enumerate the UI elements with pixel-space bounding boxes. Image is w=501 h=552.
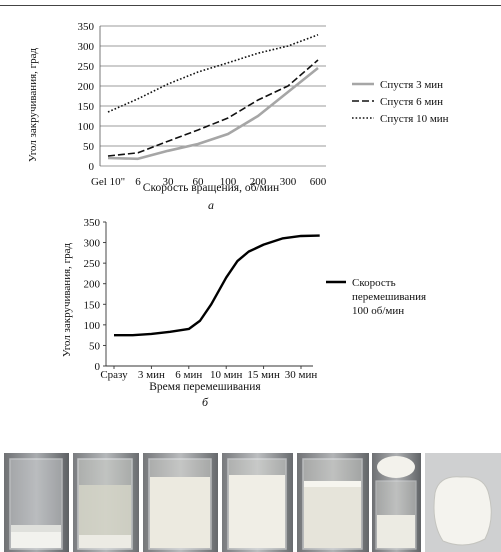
legend-label-line: перемешивания [352, 291, 426, 303]
y-tick-label: 100 [78, 121, 95, 133]
chart-a-xlabel: Скорость вращения, об/мин [143, 182, 279, 194]
x-tick-label: 10 мин [210, 369, 243, 381]
y-tick-label: 250 [84, 258, 101, 270]
photo-beaker-5 [297, 453, 369, 552]
legend-label-1: Скорость перемешивания 100 об/мин [352, 277, 426, 317]
photo-beaker-1 [4, 453, 69, 552]
photo-beaker-3 [143, 453, 218, 552]
x-tick-label: Gel 10" [91, 176, 125, 188]
y-tick-label: 200 [84, 279, 101, 291]
photo-beaker-4 [222, 453, 293, 552]
y-tick-label: 150 [78, 101, 95, 113]
legend-label-3: Спустя 10 мин [380, 113, 449, 125]
series-line-1 [114, 234, 320, 337]
top-rule [0, 5, 501, 6]
y-tick-label: 150 [84, 299, 101, 311]
x-tick-label: 200 [250, 176, 267, 188]
x-tick-label: 60 [193, 176, 205, 188]
x-tick-label: Сразу [100, 369, 128, 381]
x-tick-label: 30 [163, 176, 175, 188]
y-tick-label: 50 [89, 340, 101, 352]
y-tick-label: 300 [78, 41, 95, 53]
photo-beaker-6 [372, 453, 421, 552]
legend-label-line: 100 об/мин [352, 305, 404, 317]
legend-label-2: Спустя 6 мин [380, 96, 443, 108]
x-tick-label: 100 [220, 176, 237, 188]
y-tick-label: 0 [89, 161, 95, 173]
x-tick-label: 6 [135, 176, 141, 188]
chart-a-ylabel: Угол закручивания, град [27, 47, 39, 162]
chart-a: 0 50 100 150 200 250 300 350 Gel 10" 6 30 60 100 200… [27, 21, 449, 212]
y-tick-label: 350 [84, 217, 101, 229]
chart-b-xlabel: Время перемешивания [149, 381, 261, 393]
y-tick-label: 300 [84, 238, 101, 250]
chart-b-ylabel: Угол закручивания, град [61, 242, 73, 357]
x-tick-label: 30 мин [285, 369, 318, 381]
y-tick-label: 200 [78, 81, 95, 93]
photo-gel-lump [425, 453, 501, 552]
chart-a-caption: а [208, 198, 214, 212]
y-tick-label: 0 [95, 361, 101, 373]
x-tick-label: 300 [280, 176, 297, 188]
x-tick-label: 6 мин [175, 369, 202, 381]
photo-beaker-2 [73, 453, 139, 552]
legend-label-line: Скорость [352, 277, 396, 289]
y-tick-label: 250 [78, 61, 95, 73]
series-line-1 [107, 66, 319, 161]
y-tick-label: 50 [83, 141, 95, 153]
series-line-2 [107, 59, 319, 157]
chart-b-caption: б [202, 395, 209, 407]
y-tick-label: 350 [78, 21, 95, 33]
legend-label-1: Спустя 3 мин [380, 79, 443, 91]
chart-b: 0 50 100 150 200 250 300 350 Сразу 3 мин 6 мин 10 … [61, 217, 426, 407]
x-tick-label: 600 [310, 176, 327, 188]
x-tick-label: 3 мин [138, 369, 165, 381]
x-tick-label: 15 мин [247, 369, 280, 381]
y-tick-label: 100 [84, 320, 101, 332]
